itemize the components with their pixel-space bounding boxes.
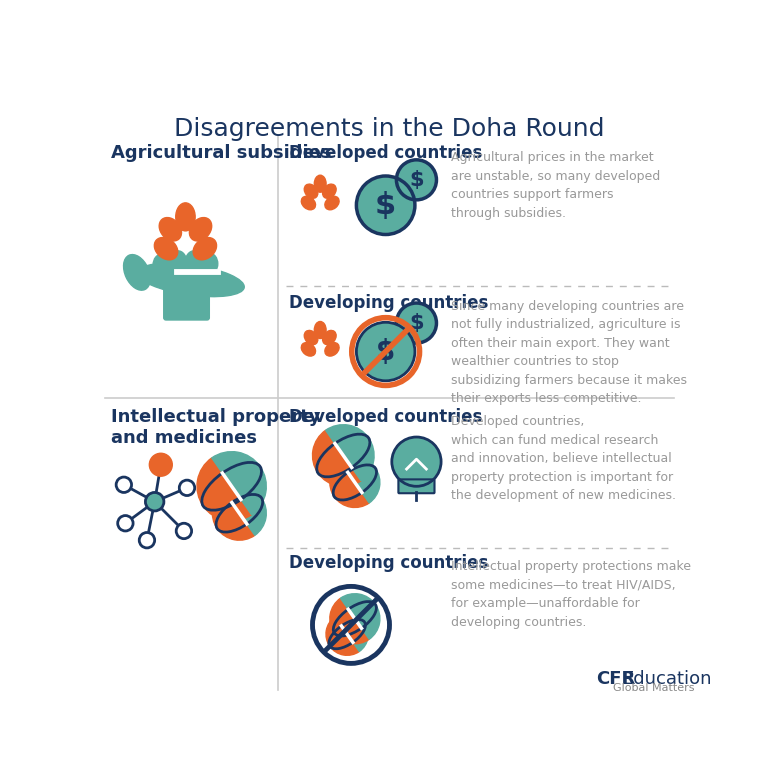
- Circle shape: [139, 533, 154, 548]
- Text: $: $: [376, 338, 395, 366]
- Wedge shape: [325, 424, 374, 480]
- Ellipse shape: [315, 176, 326, 192]
- Circle shape: [179, 480, 195, 495]
- Wedge shape: [340, 594, 380, 640]
- FancyBboxPatch shape: [163, 278, 209, 320]
- Wedge shape: [330, 598, 369, 644]
- Text: $: $: [409, 170, 424, 190]
- Circle shape: [392, 437, 441, 486]
- Ellipse shape: [176, 203, 195, 231]
- Ellipse shape: [315, 321, 326, 339]
- Ellipse shape: [185, 251, 203, 272]
- Wedge shape: [340, 457, 380, 503]
- Circle shape: [176, 523, 192, 539]
- Text: Developing countries: Developing countries: [290, 554, 489, 572]
- Text: $: $: [409, 313, 424, 333]
- Text: Agricultural subsidies: Agricultural subsidies: [111, 144, 331, 161]
- Text: Developed countries: Developed countries: [290, 144, 483, 161]
- Text: Intellectual property
and medicines: Intellectual property and medicines: [111, 408, 320, 447]
- Wedge shape: [212, 491, 255, 541]
- Ellipse shape: [189, 218, 212, 241]
- Ellipse shape: [304, 184, 318, 198]
- Wedge shape: [197, 458, 252, 521]
- Wedge shape: [326, 617, 359, 655]
- Ellipse shape: [193, 238, 217, 260]
- Wedge shape: [212, 452, 266, 515]
- Text: $: $: [375, 191, 396, 220]
- Circle shape: [397, 303, 436, 343]
- Ellipse shape: [301, 342, 315, 356]
- Text: Since many developing countries are
not fully industrialized, agriculture is
oft: Since many developing countries are not …: [451, 300, 687, 406]
- Ellipse shape: [201, 253, 218, 275]
- Wedge shape: [330, 462, 369, 508]
- Circle shape: [356, 322, 415, 381]
- FancyBboxPatch shape: [398, 480, 435, 493]
- Text: Developing countries: Developing countries: [290, 294, 489, 312]
- Circle shape: [356, 176, 415, 235]
- Ellipse shape: [124, 254, 150, 290]
- Text: CFR: CFR: [596, 669, 635, 687]
- Wedge shape: [335, 613, 369, 651]
- Ellipse shape: [325, 197, 339, 210]
- Text: Developed countries: Developed countries: [290, 408, 483, 426]
- Circle shape: [150, 454, 172, 476]
- Ellipse shape: [301, 197, 315, 210]
- Text: Global Matters: Global Matters: [613, 682, 695, 693]
- Ellipse shape: [322, 184, 336, 198]
- Ellipse shape: [304, 331, 318, 345]
- Text: Developed countries,
which can fund medical research
and innovation, believe int: Developed countries, which can fund medi…: [451, 416, 676, 502]
- Ellipse shape: [138, 263, 244, 296]
- Circle shape: [397, 160, 436, 200]
- Circle shape: [145, 492, 164, 511]
- Ellipse shape: [325, 342, 339, 356]
- Ellipse shape: [169, 251, 186, 272]
- Text: Intellectual property protections make
some medicines—to treat HIV/AIDS,
for exa: Intellectual property protections make s…: [451, 560, 691, 629]
- Wedge shape: [312, 431, 361, 486]
- Ellipse shape: [153, 254, 170, 275]
- Text: Disagreements in the Doha Round: Disagreements in the Doha Round: [174, 117, 605, 140]
- Ellipse shape: [322, 331, 336, 345]
- Ellipse shape: [154, 238, 178, 260]
- Ellipse shape: [159, 218, 182, 241]
- Circle shape: [118, 516, 133, 531]
- Wedge shape: [224, 486, 266, 535]
- Circle shape: [116, 477, 131, 492]
- Text: Education: Education: [622, 669, 711, 687]
- Text: Agricultural prices in the market
are unstable, so many developed
countries supp: Agricultural prices in the market are un…: [451, 151, 660, 220]
